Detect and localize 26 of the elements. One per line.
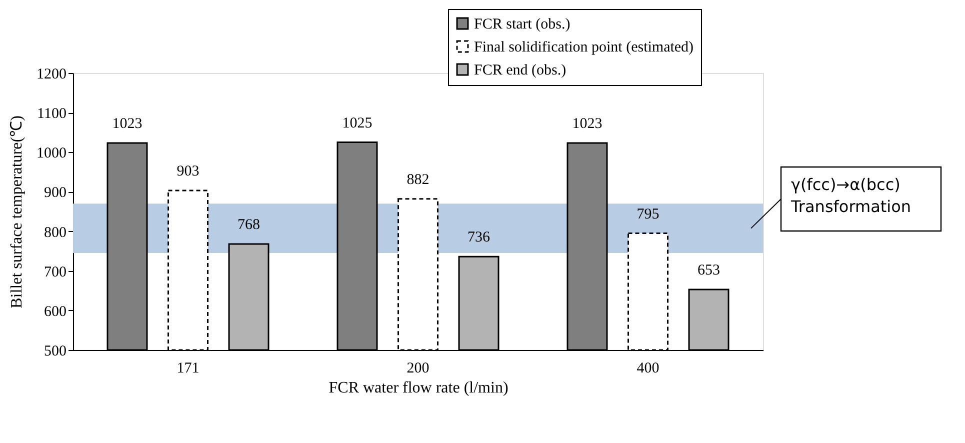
- data-label: 903: [176, 164, 200, 180]
- x-tick-label: 400: [636, 360, 660, 376]
- data-label: 1025: [342, 115, 372, 132]
- legend-label: FCR start (obs.): [474, 16, 570, 32]
- x-axis-title: FCR water flow rate (l/min): [328, 380, 508, 396]
- y-tick-label: 800: [44, 224, 66, 241]
- legend-label: FCR end (obs.): [474, 62, 566, 78]
- data-label: 1023: [572, 116, 602, 132]
- data-label: 795: [636, 206, 660, 222]
- band-label: γ(fcc)→α(bcc) Transformation: [790, 175, 912, 216]
- y-tick-label: 1000: [36, 146, 66, 162]
- y-tick-label: 600: [44, 304, 66, 320]
- data-label: 882: [406, 172, 430, 188]
- data-label: 768: [238, 216, 260, 233]
- data-label: 1023: [112, 116, 142, 132]
- y-tick-label: 500: [44, 344, 66, 360]
- y-tick-label: 1200: [36, 66, 66, 82]
- data-label: 736: [468, 230, 491, 246]
- legend-label: Final solidification point (estimated): [474, 40, 694, 56]
- y-tick-label: 700: [44, 264, 66, 280]
- y-tick-label: 900: [44, 185, 66, 202]
- x-tick-label: 171: [176, 360, 200, 376]
- x-tick-label: 200: [406, 360, 430, 376]
- y-axis-title: Billet surface temperature(℃): [8, 116, 26, 308]
- data-label: 653: [698, 262, 720, 278]
- y-tick-label: 1100: [37, 106, 66, 122]
